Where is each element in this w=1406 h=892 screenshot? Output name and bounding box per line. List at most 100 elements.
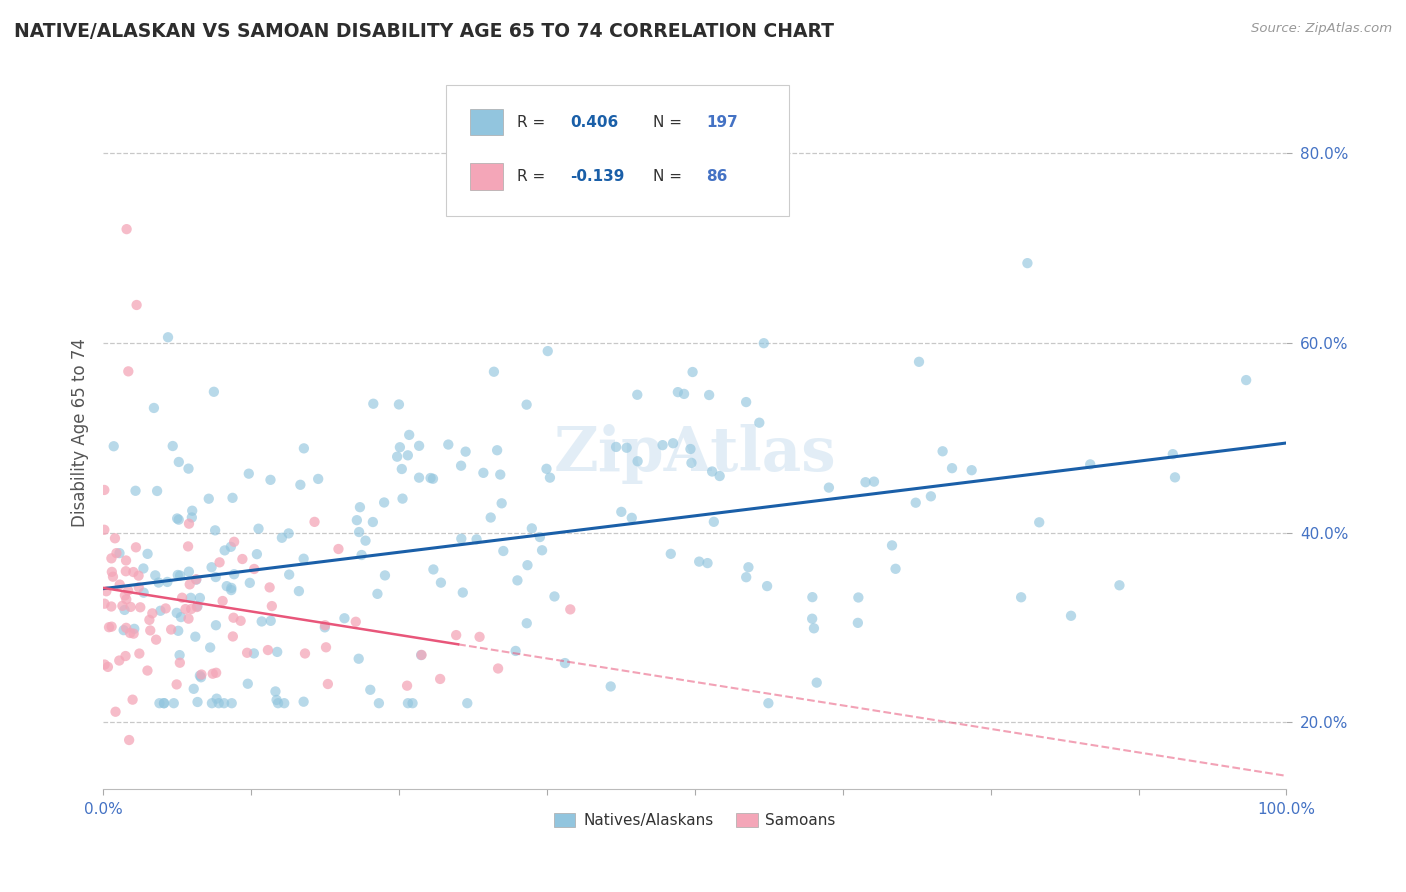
Point bbox=[246, 547, 269, 561]
Point bbox=[160, 623, 183, 637]
Point bbox=[659, 547, 682, 561]
Point bbox=[114, 648, 136, 663]
Point bbox=[506, 574, 529, 588]
Point bbox=[666, 385, 689, 400]
Point bbox=[125, 541, 148, 555]
Point bbox=[177, 461, 200, 475]
Point bbox=[204, 524, 226, 538]
Point bbox=[98, 620, 121, 634]
Point bbox=[288, 584, 311, 599]
Point bbox=[388, 440, 411, 454]
Point bbox=[222, 611, 245, 625]
Point bbox=[479, 510, 502, 524]
Point bbox=[166, 677, 188, 691]
Point bbox=[148, 696, 170, 710]
Point bbox=[756, 579, 779, 593]
Point bbox=[884, 562, 907, 576]
Point bbox=[163, 696, 186, 710]
Point bbox=[505, 644, 527, 658]
Point bbox=[396, 448, 419, 462]
Point bbox=[688, 555, 710, 569]
Point bbox=[108, 546, 131, 560]
Point bbox=[697, 388, 720, 402]
Point bbox=[247, 522, 270, 536]
Point bbox=[132, 585, 155, 599]
Point bbox=[167, 455, 190, 469]
Point bbox=[136, 664, 159, 678]
Point bbox=[422, 562, 444, 576]
Point bbox=[492, 544, 515, 558]
Legend: Natives/Alaskans, Samoans: Natives/Alaskans, Samoans bbox=[548, 806, 842, 834]
Point bbox=[112, 623, 135, 637]
Point bbox=[122, 622, 145, 636]
Point bbox=[1017, 256, 1039, 270]
Point bbox=[231, 552, 253, 566]
Point bbox=[264, 684, 287, 698]
Point bbox=[100, 599, 122, 614]
Point bbox=[610, 505, 633, 519]
Point bbox=[93, 483, 115, 497]
Text: Source: ZipAtlas.com: Source: ZipAtlas.com bbox=[1251, 22, 1392, 36]
Point bbox=[516, 558, 538, 573]
Point bbox=[316, 677, 339, 691]
Point bbox=[626, 388, 648, 402]
Point bbox=[111, 599, 134, 613]
Point bbox=[105, 546, 128, 560]
Point bbox=[599, 680, 621, 694]
Point bbox=[114, 603, 136, 617]
Point bbox=[347, 651, 370, 665]
Point bbox=[205, 665, 228, 680]
Point bbox=[186, 572, 208, 586]
Point bbox=[1060, 608, 1083, 623]
Point bbox=[411, 648, 433, 662]
Point bbox=[307, 472, 329, 486]
Point bbox=[266, 645, 288, 659]
Point bbox=[142, 401, 165, 415]
Point bbox=[125, 298, 148, 312]
Point bbox=[554, 656, 576, 670]
Point bbox=[224, 567, 246, 582]
Point bbox=[114, 564, 136, 578]
Point bbox=[97, 660, 120, 674]
Point bbox=[328, 541, 350, 556]
Point bbox=[156, 574, 179, 589]
Point bbox=[560, 602, 582, 616]
Point bbox=[818, 481, 841, 495]
Text: NATIVE/ALASKAN VS SAMOAN DISABILITY AGE 65 TO 74 CORRELATION CHART: NATIVE/ALASKAN VS SAMOAN DISABILITY AGE … bbox=[14, 22, 834, 41]
Point bbox=[516, 398, 538, 412]
Point bbox=[167, 513, 190, 527]
Point bbox=[138, 613, 160, 627]
Point bbox=[1108, 578, 1130, 592]
Point bbox=[314, 618, 336, 632]
Point bbox=[908, 355, 931, 369]
Point bbox=[626, 454, 648, 468]
Point bbox=[157, 330, 180, 344]
Point bbox=[221, 581, 243, 595]
Point bbox=[388, 397, 411, 411]
Point bbox=[846, 591, 869, 605]
Point bbox=[211, 594, 233, 608]
Point bbox=[709, 469, 731, 483]
Point bbox=[186, 573, 208, 587]
Point bbox=[219, 540, 242, 554]
Point bbox=[411, 648, 433, 662]
Point bbox=[101, 565, 124, 579]
Point bbox=[122, 626, 145, 640]
Point bbox=[169, 656, 191, 670]
Text: 0.406: 0.406 bbox=[571, 114, 619, 129]
Point bbox=[801, 590, 824, 604]
Point bbox=[186, 599, 208, 614]
Point bbox=[145, 632, 167, 647]
Point bbox=[920, 489, 942, 503]
Point bbox=[1161, 447, 1184, 461]
Point bbox=[673, 387, 696, 401]
Point bbox=[366, 587, 388, 601]
Point bbox=[96, 584, 118, 599]
Point bbox=[215, 579, 238, 593]
Point bbox=[346, 513, 368, 527]
Point bbox=[101, 570, 124, 584]
Point bbox=[169, 568, 191, 582]
Point bbox=[960, 463, 983, 477]
Point bbox=[212, 696, 235, 710]
Point bbox=[208, 696, 231, 710]
